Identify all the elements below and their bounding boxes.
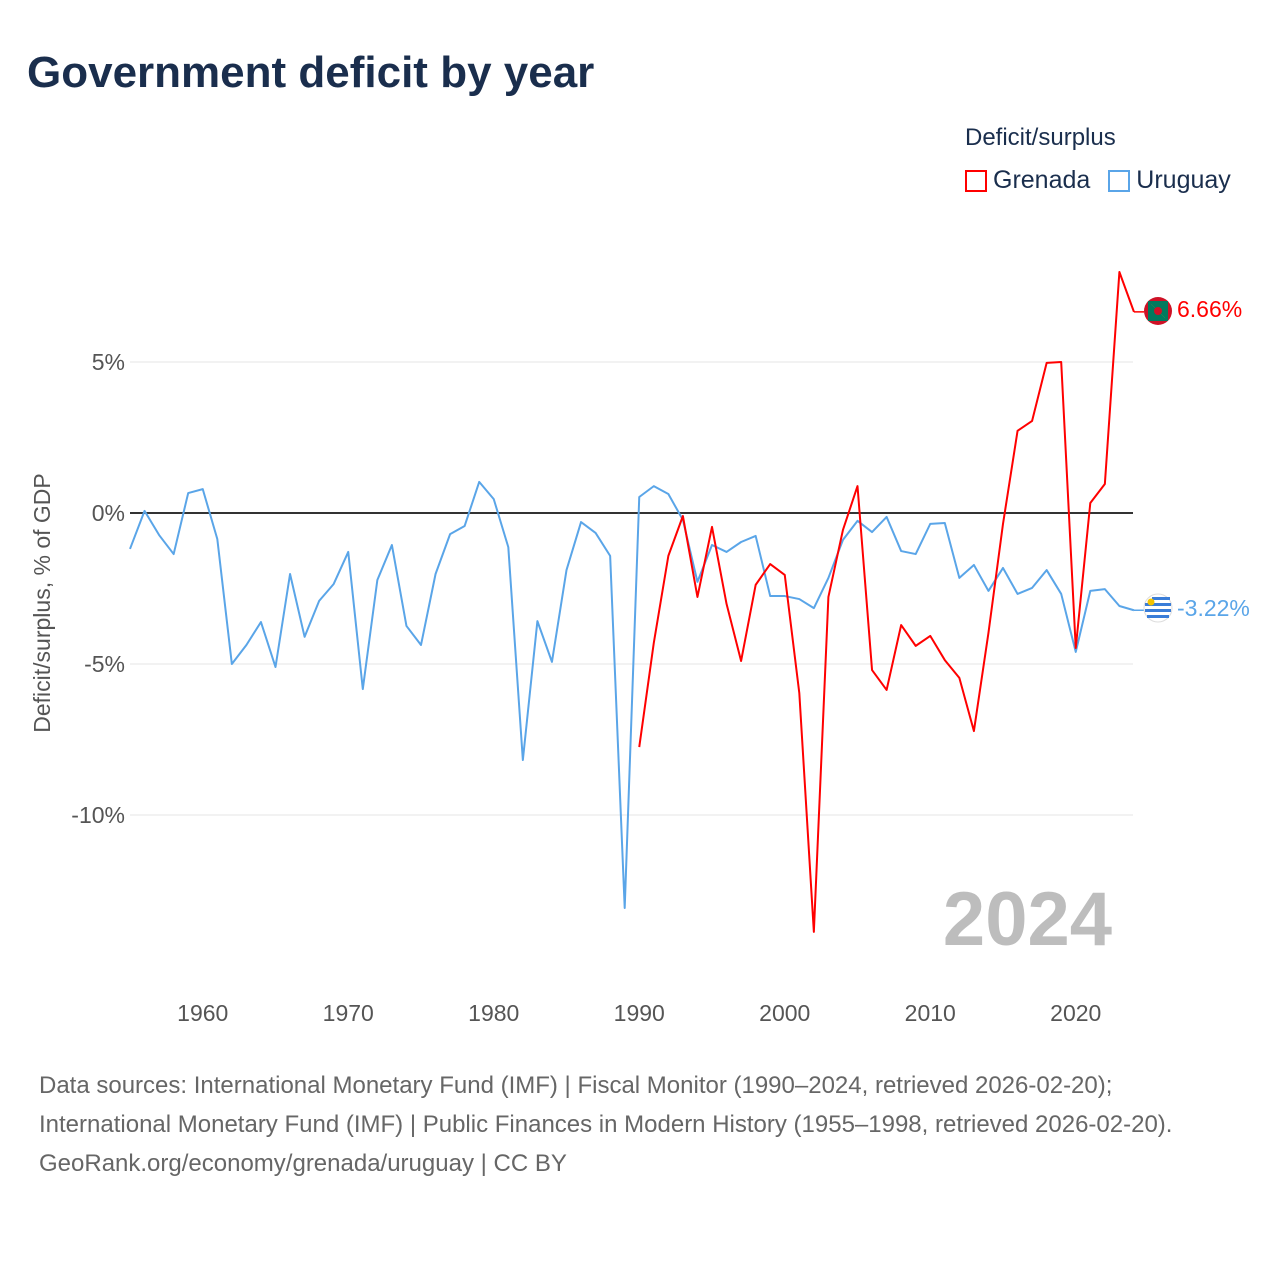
uruguay-flag-icon [1143, 593, 1173, 623]
grenada-flag-icon [1144, 297, 1172, 325]
series-line-grenada [638, 271, 1135, 933]
grenada-end-label: 6.66% [1177, 296, 1242, 322]
legend-label-uruguay: Uruguay [1136, 166, 1231, 194]
plot-area: 2024 Deficit/surplus, % of GDP 5% 0% -5% -1… [29, 271, 1250, 1026]
x-tick-label: 2000 [759, 1000, 810, 1026]
legend: Grenada Uruguay [965, 166, 1231, 195]
y-tick-label: -5% [84, 651, 125, 677]
legend-item-grenada[interactable]: Grenada [965, 166, 1090, 195]
x-tick-label: 2010 [905, 1000, 956, 1026]
series-line-uruguay [129, 480, 1135, 910]
y-axis-label: Deficit/surplus, % of GDP [29, 473, 55, 732]
legend-label-grenada: Grenada [993, 166, 1091, 194]
legend-item-uruguay[interactable]: Uruguay [1108, 166, 1231, 195]
year-watermark: 2024 [943, 877, 1112, 962]
x-tick-label: 1960 [177, 1000, 228, 1026]
legend-swatch-grenada [965, 169, 987, 192]
y-tick-label: 0% [92, 500, 125, 526]
legend-swatch-uruguay [1108, 169, 1131, 192]
sources-text: Data sources: International Monetary Fun… [39, 1072, 1173, 1138]
sources: Data sources: International Monetary Fun… [39, 1066, 1239, 1183]
legend-title: Deficit/surplus [965, 124, 1116, 151]
uruguay-end-label: -3.22% [1177, 595, 1250, 621]
y-tick-label: -10% [71, 802, 125, 828]
x-tick-label: 2020 [1050, 1000, 1101, 1026]
sources-link[interactable]: GeoRank.org/economy/grenada/uruguay | CC… [39, 1150, 567, 1177]
x-tick-label: 1980 [468, 1000, 519, 1026]
x-tick-label: 1970 [323, 1000, 374, 1026]
y-tick-label: 5% [92, 349, 125, 375]
x-tick-label: 1990 [614, 1000, 665, 1026]
chart-title: Government deficit by year [27, 48, 595, 97]
